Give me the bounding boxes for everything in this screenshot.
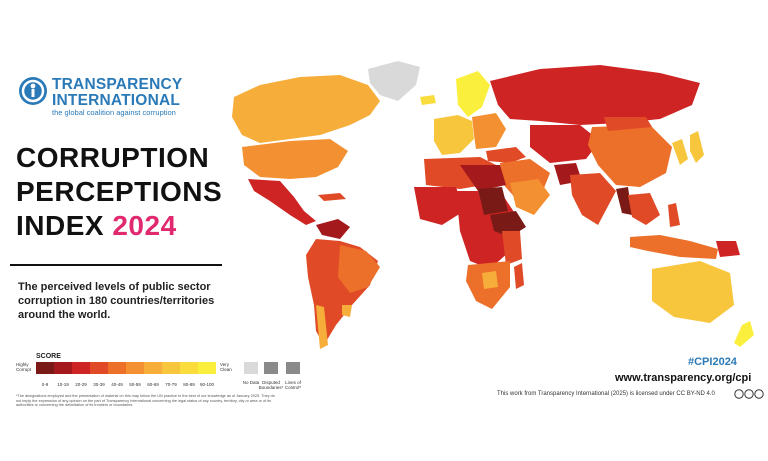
- legend-swatch: [198, 362, 216, 374]
- legend-bin-label: 30-39: [93, 382, 105, 387]
- map-myanmar: [616, 187, 632, 215]
- legend-swatch: [72, 362, 90, 374]
- map-mexico: [248, 179, 316, 225]
- legend-low-label: Highly Corrupt: [16, 362, 32, 372]
- logo-name-line2: INTERNATIONAL: [52, 92, 181, 109]
- legend-bin-label: 90-100: [199, 382, 214, 387]
- map-western-europe: [434, 115, 474, 155]
- map-arabian-peninsula: [510, 179, 550, 215]
- map-india: [570, 173, 616, 225]
- legend-swatch: [144, 362, 162, 374]
- legend-bin-label: 50-59: [129, 382, 141, 387]
- map-caribbean: [318, 193, 346, 201]
- cc-license-icon: [734, 389, 764, 399]
- map-mongolia: [604, 117, 652, 131]
- map-uruguay: [342, 305, 352, 317]
- legend-disputed-swatch: [264, 362, 278, 374]
- legend-lines-of-control-label: Lines of Control*: [284, 380, 302, 390]
- map-south-sudan-somalia: [490, 211, 526, 237]
- legend-swatch: [126, 362, 144, 374]
- legend-bin-label: 70-79: [165, 382, 177, 387]
- transparency-logo-icon: [19, 77, 47, 105]
- map-southeast-asia: [628, 193, 660, 225]
- map-venezuela: [316, 219, 350, 239]
- description-text: The perceived levels of public sector co…: [18, 281, 215, 321]
- title-index-word: INDEX: [16, 210, 113, 241]
- legend-bin-label: 60-69: [147, 382, 159, 387]
- map-new-zealand: [734, 321, 754, 347]
- title-divider: [10, 264, 222, 266]
- map-japan: [690, 131, 704, 163]
- map-philippines: [668, 203, 680, 227]
- hashtag-link[interactable]: #CPI2024: [688, 356, 737, 368]
- legend-bin-label: 0-9: [41, 382, 49, 387]
- map-australia: [652, 261, 734, 323]
- title-line1: CORRUPTION: [16, 142, 210, 173]
- map-scandinavia: [456, 71, 490, 117]
- logo-tagline: the global coalition against corruption: [52, 108, 176, 117]
- logo-name-line1: TRANSPARENCY: [52, 76, 183, 93]
- map-canada: [232, 75, 380, 143]
- title-year: 2024: [112, 210, 177, 241]
- legend-high-label: Very Clean: [220, 362, 232, 372]
- website-link[interactable]: www.transparency.org/cpi: [615, 372, 752, 384]
- world-map: [232, 61, 754, 349]
- map-madagascar: [514, 263, 524, 289]
- map-russia: [490, 65, 700, 125]
- legend-lines-of-control-swatch: [286, 362, 300, 374]
- map-east-africa: [502, 231, 522, 265]
- title-line2: PERCEPTIONS: [16, 176, 223, 207]
- title-line3: INDEX 2024: [16, 210, 177, 242]
- map-eastern-europe: [472, 113, 506, 149]
- legend-bin-label: 80-89: [183, 382, 195, 387]
- legend-swatch: [180, 362, 198, 374]
- legend-score-label: SCORE: [36, 353, 61, 360]
- legend-swatch: [36, 362, 54, 374]
- legend-swatch: [90, 362, 108, 374]
- map-brazil: [338, 245, 380, 293]
- legend-disputed-label: Disputed Boundaries*: [258, 380, 284, 390]
- footnote-text: *The designations employed and the prese…: [16, 394, 275, 408]
- legend-no-data-swatch: [244, 362, 258, 374]
- legend-bin-label: 20-29: [75, 382, 87, 387]
- map-turkey: [486, 147, 526, 163]
- legend-no-data-label: No Data: [242, 380, 260, 385]
- legend-swatch: [54, 362, 72, 374]
- map-greenland: [368, 61, 420, 101]
- map-iceland: [420, 95, 436, 105]
- map-chile: [316, 305, 328, 349]
- map-korea-japan: [672, 139, 688, 165]
- map-usa: [242, 139, 348, 179]
- map-png: [716, 241, 740, 257]
- license-text: This work from Transparency Internationa…: [497, 391, 715, 397]
- legend-bin-label: 40-49: [111, 382, 123, 387]
- map-central-asia: [530, 125, 600, 163]
- map-botswana: [482, 271, 498, 289]
- legend-swatch: [162, 362, 180, 374]
- map-sudan: [478, 187, 508, 215]
- map-indonesia: [630, 235, 718, 259]
- map-libya-egypt: [460, 165, 506, 191]
- legend-bin-label: 10-19: [57, 382, 69, 387]
- map-west-africa: [414, 187, 464, 225]
- map-china: [588, 125, 672, 187]
- legend-swatch: [108, 362, 126, 374]
